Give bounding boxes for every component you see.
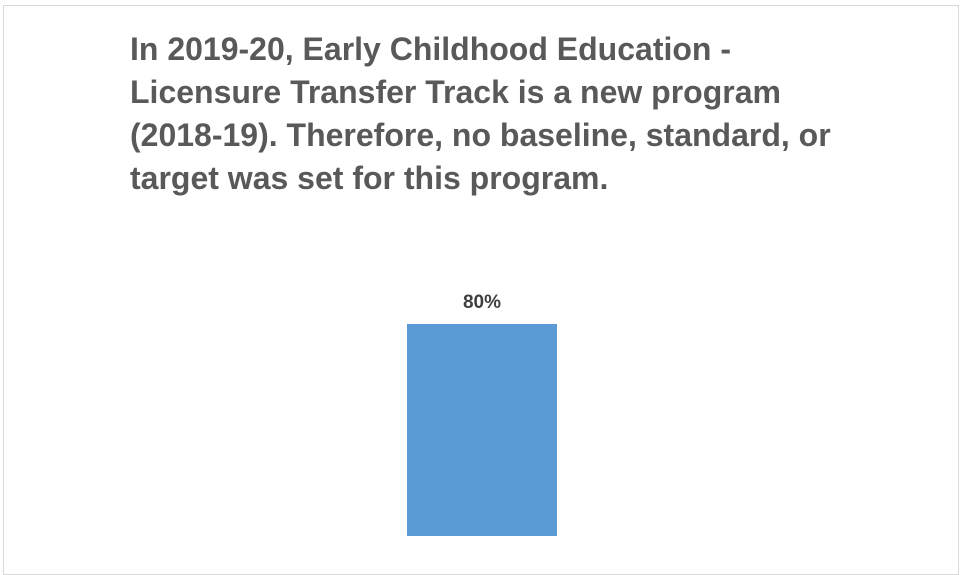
page: In 2019-20, Early Childhood Education - … (3, 5, 959, 575)
chart-title: In 2019-20, Early Childhood Education - … (130, 31, 831, 196)
bar (407, 324, 557, 536)
chart: 80% (407, 292, 557, 536)
data-label: 80% (463, 292, 501, 313)
